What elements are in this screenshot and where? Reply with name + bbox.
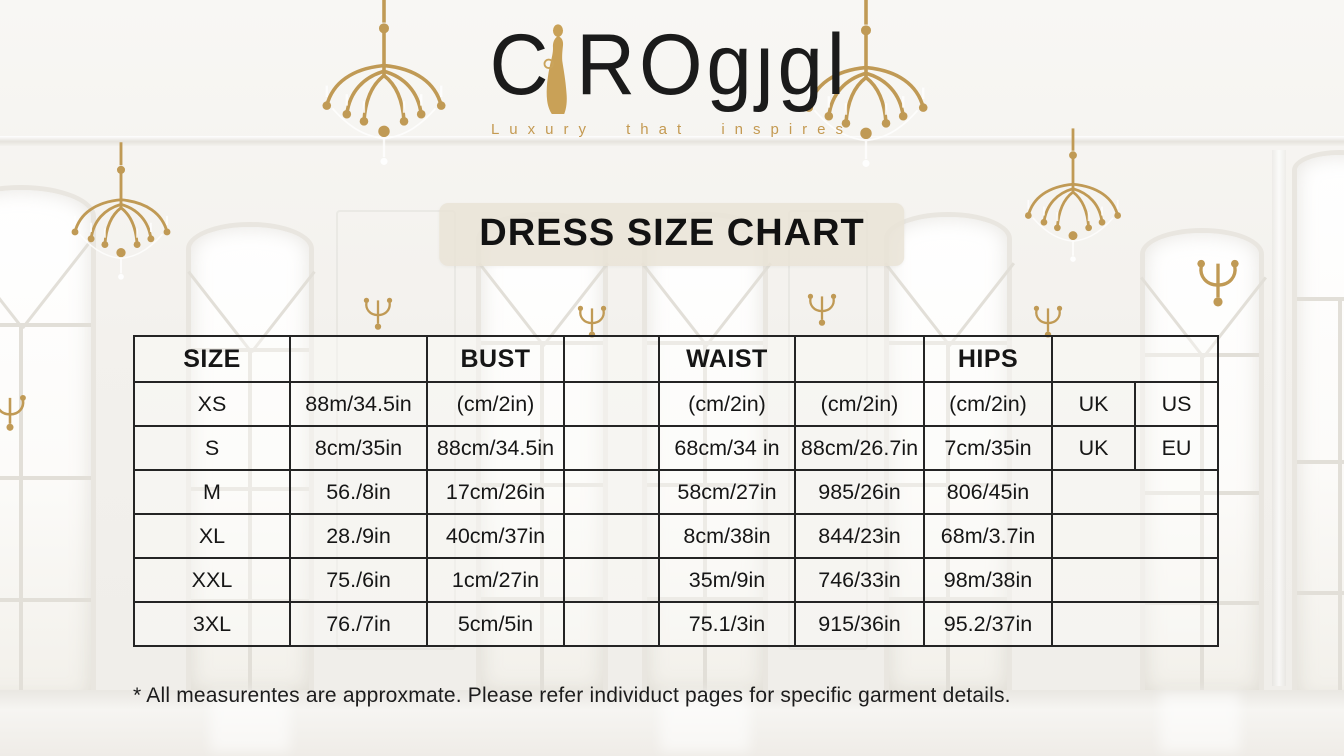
header-cell [563,335,660,383]
table-cell: 3XL [133,601,291,647]
brand-wordmark-end: ROgȷgl [576,17,849,113]
table-cell [563,513,660,559]
table-cell: (cm/2in) [923,381,1053,427]
table-cell: UK [1051,381,1136,427]
table-cell: 58cm/27in [658,469,796,515]
table-cell: 8cm/35in [289,425,428,471]
table-cell: (cm/2in) [426,381,565,427]
header-cell [289,335,428,383]
table-cell: (cm/2in) [794,381,925,427]
table-cell: S [133,425,291,471]
size-chart-table: SIZE BUST WAIST HIPS XS 88m/34.5in (cm/2… [133,335,1219,647]
table-cell: EU [1134,425,1219,471]
table-cell [1051,513,1219,559]
floor-reflection [660,692,750,752]
table-cell: 1cm/27in [426,557,565,603]
woman-silhouette-icon [543,24,567,115]
table-header-row: SIZE BUST WAIST HIPS [133,335,1219,383]
table-row-s: S 8cm/35in 88cm/34.5in 68cm/34 in 88cm/2… [133,425,1219,471]
table-cell: (cm/2in) [658,381,796,427]
page-title: DRESS SIZE CHART [479,212,865,254]
table-cell: 75.1/3in [658,601,796,647]
table-cell: 76./7in [289,601,428,647]
table-cell: 40cm/37in [426,513,565,559]
table-cell: 68cm/34 in [658,425,796,471]
table-cell: 88cm/34.5in [426,425,565,471]
table-cell: 95.2/37in [923,601,1053,647]
window [0,185,96,700]
table-cell [1051,557,1219,603]
table-row-xl: XL 28./9in 40cm/37in 8cm/38in 844/23in 6… [133,513,1219,559]
table-cell: XL [133,513,291,559]
header-cell-size: SIZE [133,335,291,383]
table-cell [1051,601,1219,647]
table-cell: 17cm/26in [426,469,565,515]
table-cell: 746/33in [794,557,925,603]
crown-molding [0,136,1344,146]
table-cell: 7cm/35in [923,425,1053,471]
floor-reflection [210,692,290,752]
table-cell: 985/26in [794,469,925,515]
table-cell [563,601,660,647]
sconce-icon [0,393,28,433]
header-cell-hips: HIPS [923,335,1053,383]
chandelier-icon [70,142,172,282]
table-cell: 28./9in [289,513,428,559]
brand-wordmark-start: C [489,17,549,113]
table-cell: 8cm/38in [658,513,796,559]
sconce-icon [1195,258,1241,309]
table-cell: 806/45in [923,469,1053,515]
table-cell [563,557,660,603]
table-cell [563,425,660,471]
table-row-m: M 56./8in 17cm/26in 58cm/27in 985/26in 8… [133,469,1219,515]
table-cell [563,469,660,515]
table-row-xs: XS 88m/34.5in (cm/2in) (cm/2in) (cm/2in)… [133,381,1219,427]
table-cell: US [1134,381,1219,427]
wall-pilaster [1272,150,1286,686]
table-row-3xl: 3XL 76./7in 5cm/5in 75.1/3in 915/36in 95… [133,601,1219,647]
floor-reflection [1160,692,1240,752]
table-cell: 75./6in [289,557,428,603]
table-cell: 68m/3.7in [923,513,1053,559]
table-cell [1051,469,1219,515]
table-cell: 5cm/5in [426,601,565,647]
header-cell-waist: WAIST [658,335,796,383]
header-cell [794,335,925,383]
table-cell: 35m/9in [658,557,796,603]
header-cell [1051,335,1219,383]
table-cell: 88cm/26.7in [794,425,925,471]
table-cell [563,381,660,427]
header-cell-bust: BUST [426,335,565,383]
table-cell: M [133,469,291,515]
table-cell: 915/36in [794,601,925,647]
chandelier-icon [1023,128,1123,264]
brand-tagline: Luxury that inspires [490,121,854,138]
table-cell: 98m/38in [923,557,1053,603]
table-cell: 88m/34.5in [289,381,428,427]
table-cell: 844/23in [794,513,925,559]
table-cell: XXL [133,557,291,603]
table-row-xxl: XXL 75./6in 1cm/27in 35m/9in 746/33in 98… [133,557,1219,603]
title-banner: DRESS SIZE CHART [439,203,905,266]
table-cell: 56./8in [289,469,428,515]
brand-logo: C ROgȷgl [0,22,1344,126]
window [1292,150,1344,700]
footnote: * All measurentes are approxmate. Please… [133,684,1011,707]
table-cell: XS [133,381,291,427]
sconce-icon [362,296,394,331]
sconce-icon [806,292,838,327]
table-cell: UK [1051,425,1136,471]
